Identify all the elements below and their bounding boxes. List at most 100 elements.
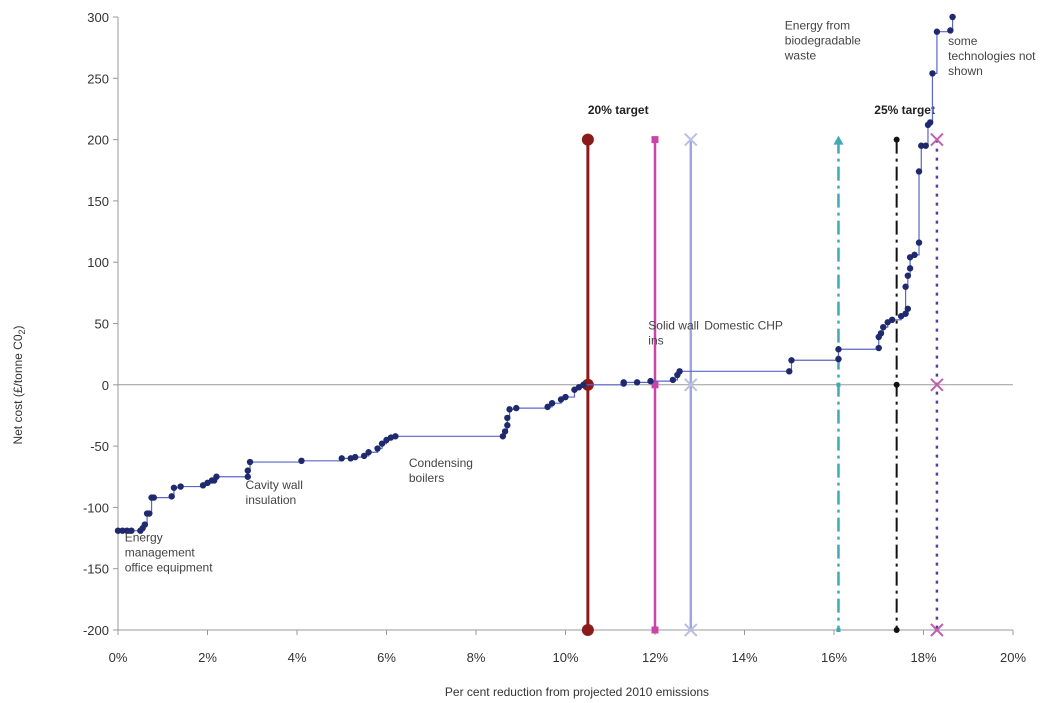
data-point — [647, 377, 654, 385]
data-point — [504, 422, 511, 429]
data-point — [788, 357, 795, 364]
annotation-line: insulation — [246, 493, 297, 507]
y-tick-label: 50 — [95, 317, 109, 332]
y-tick-label: -50 — [90, 439, 109, 454]
data-point — [835, 355, 842, 363]
annotation-line: waste — [784, 48, 817, 62]
annotation-line: boilers — [409, 471, 444, 485]
y-tick-label: -200 — [83, 623, 109, 638]
target-marker — [893, 627, 900, 633]
target-marker — [651, 136, 659, 144]
data-point — [933, 28, 941, 35]
data-point — [338, 455, 345, 462]
y-axis-title-end: ) — [11, 325, 25, 329]
x-tick-label: 14% — [731, 650, 757, 665]
data-point — [360, 452, 368, 460]
cavity-wall-label: Cavity wall insulation — [246, 478, 303, 507]
x-tick-label: 8% — [467, 650, 486, 665]
data-point — [562, 393, 569, 401]
data-point — [904, 272, 912, 279]
data-point — [146, 510, 153, 517]
data-point — [911, 251, 918, 259]
annotation-line: Energy — [125, 531, 163, 545]
target-line-5: 25% target — [874, 103, 935, 633]
data-point — [499, 433, 507, 440]
annotation-line: shown — [948, 64, 983, 78]
target-marker — [581, 133, 594, 146]
data-point — [123, 527, 131, 534]
target-line-4 — [833, 135, 844, 632]
data-point — [888, 316, 896, 324]
y-tick-label: 300 — [87, 10, 109, 25]
data-point — [580, 381, 587, 388]
axes: -200 -150 -100 -50 0 50 100 150 200 250 300 0% 2% 4% 6… — [83, 10, 1026, 665]
data-point — [213, 473, 220, 480]
energy-management-label: Energy management office equipment — [125, 531, 214, 575]
data-point — [244, 473, 251, 480]
target-marker — [836, 382, 841, 387]
y-axis-title-sub: 2 — [17, 329, 27, 334]
data-point — [244, 467, 251, 474]
solid-wall-label: Solid wall ins — [648, 319, 699, 348]
target-lines: 20% target 25% target — [581, 103, 944, 637]
data-point — [365, 449, 372, 456]
condensing-boilers-label: Condensing boilers — [409, 456, 473, 485]
data-point — [929, 70, 936, 77]
data-point — [922, 142, 929, 149]
data-point — [633, 379, 641, 386]
annotation-line: Energy from — [785, 18, 850, 32]
annotation-line: Condensing — [409, 456, 473, 470]
data-point — [114, 527, 122, 534]
data-point — [918, 142, 925, 149]
data-point — [906, 265, 914, 272]
data-point — [927, 119, 934, 126]
target-label: 25% target — [874, 103, 935, 117]
target-marker — [836, 628, 841, 632]
data-point — [170, 484, 178, 491]
data-point — [351, 453, 359, 461]
target-marker — [930, 132, 944, 147]
x-tick-label: 4% — [288, 650, 307, 665]
data-point — [835, 346, 842, 353]
data-point — [548, 399, 556, 407]
data-point — [506, 406, 513, 413]
y-tick-label: 100 — [87, 255, 109, 270]
data-point — [786, 368, 793, 375]
data-point — [902, 283, 909, 290]
target-line-3 — [684, 132, 698, 637]
target-line-6 — [930, 132, 944, 637]
x-tick-label: 6% — [377, 650, 396, 665]
target-marker — [684, 378, 698, 392]
x-tick-label: 18% — [910, 650, 936, 665]
y-tick-label: -100 — [83, 500, 109, 515]
target-marker — [651, 381, 659, 389]
x-tick-label: 12% — [642, 650, 668, 665]
series-line — [118, 17, 954, 532]
data-point — [501, 428, 509, 435]
data-point — [947, 27, 954, 34]
data-point — [246, 458, 254, 466]
annotation-line: technologies not — [948, 49, 1036, 63]
annotation-line: biodegradable — [785, 33, 861, 47]
data-point — [676, 368, 683, 375]
data-point — [168, 493, 175, 500]
data-point — [119, 527, 126, 534]
data-point — [669, 376, 677, 384]
domestic-chp-label: Domestic CHP — [704, 319, 783, 333]
target-marker — [684, 132, 698, 147]
data-point — [298, 457, 305, 465]
data-point — [915, 239, 923, 246]
y-axis-title: Net cost (£/tonne C02) — [11, 325, 27, 444]
target-marker — [581, 624, 594, 636]
data-point — [877, 330, 885, 337]
x-tick-label: 16% — [821, 650, 847, 665]
x-tick-label: 10% — [552, 650, 578, 665]
target-marker — [651, 626, 659, 634]
data-point — [374, 445, 381, 452]
target-marker — [833, 135, 844, 145]
annotation-line: ins — [648, 334, 663, 348]
annotation-line: Cavity wall — [246, 478, 303, 492]
y-tick-label: 150 — [87, 194, 109, 209]
data-point — [620, 379, 627, 386]
